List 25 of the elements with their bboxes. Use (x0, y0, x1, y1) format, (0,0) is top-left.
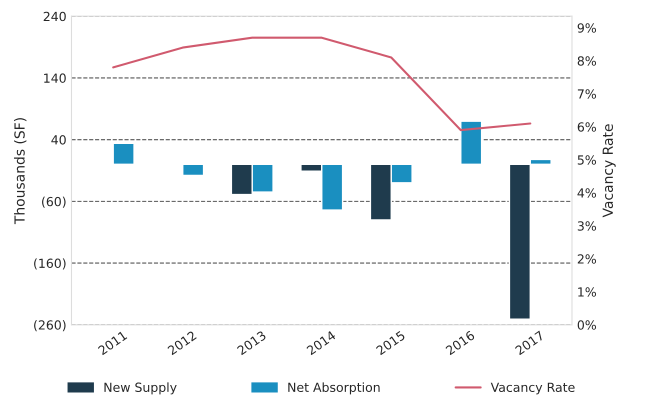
legend-label: Vacancy Rate (490, 382, 575, 394)
y2-tick-label: 2% (578, 254, 596, 264)
bar (182, 164, 204, 176)
y2-tick-label: 4% (577, 188, 596, 198)
bar (112, 142, 135, 166)
y-tick-label: (160) (34, 258, 66, 270)
y2-axis-title: Vacancy Rate (602, 124, 616, 218)
legend-label: Net Absorption (288, 382, 380, 394)
y2-tick-label: 5% (578, 155, 596, 165)
y-tick-label: (60) (42, 196, 66, 208)
line-series (112, 36, 532, 132)
y-tick-label: (260) (34, 320, 66, 332)
y2-tick-label: 9% (578, 23, 596, 33)
y-axis-title: Thousands (SF) (14, 118, 26, 224)
y2-tick-label: 3% (578, 221, 596, 231)
legend-label: New Supply (104, 382, 177, 394)
y-tick-label: 140 (44, 73, 66, 83)
y2-tick-label: 7% (578, 89, 596, 99)
y-tick-label: 40 (51, 135, 66, 145)
y2-tick-label: 0% (578, 320, 596, 330)
bar (460, 120, 482, 166)
y2-tick-label: 1% (578, 287, 596, 297)
y2-tick-label: 6% (578, 122, 596, 132)
y2-tick-label: 8% (578, 56, 596, 66)
y-tick-label: 240 (44, 12, 66, 22)
